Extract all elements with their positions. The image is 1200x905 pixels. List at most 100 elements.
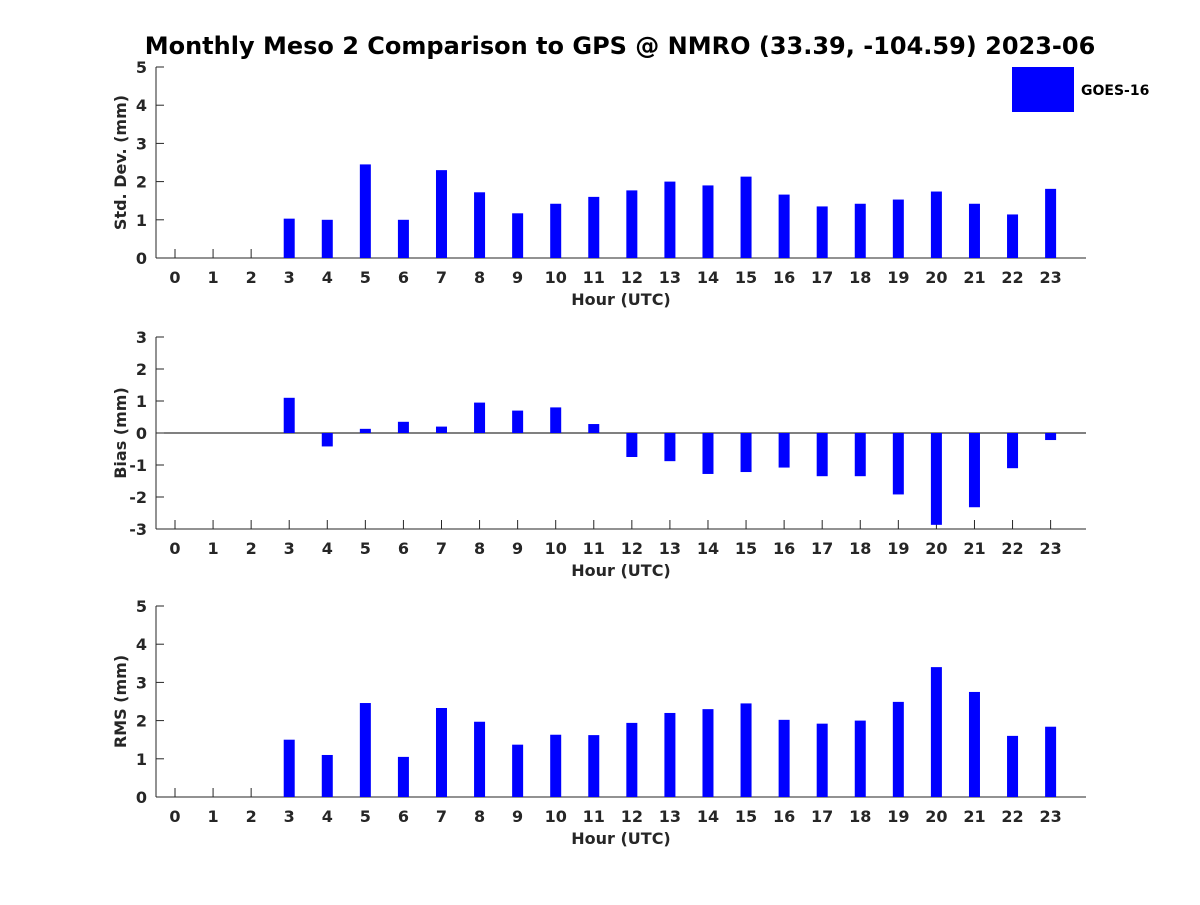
std-dev-x-tick-label: 3 [284,268,295,287]
bias-x-tick-label: 11 [583,539,605,558]
rms-x-tick-label: 17 [811,807,833,826]
bias-x-tick-label: 2 [246,539,257,558]
bias-x-tick-label: 1 [207,539,218,558]
std-dev-y-tick-label: 3 [136,134,147,153]
legend-swatch [1012,67,1074,112]
rms-bar [550,734,562,797]
std-dev-bar [588,196,600,258]
bias-x-tick-label: 21 [963,539,985,558]
legend-label: GOES-16 [1081,83,1149,99]
rms-y-axis-label: RMS (mm) [111,655,130,748]
std-dev-bar [1045,188,1057,258]
std-dev-bar [778,194,790,258]
std-dev-y-tick-label: 4 [136,96,147,115]
bias-y-tick-label: 2 [136,360,147,379]
rms-x-tick-label: 6 [398,807,409,826]
rms-bar [359,703,371,797]
rms-y-tick-label: 2 [136,712,147,731]
bias-x-tick-label: 6 [398,539,409,558]
std-dev-bar [664,181,676,258]
std-dev-y-tick-label: 5 [136,58,147,77]
rms-bar [702,709,714,797]
std-dev-x-tick-label: 20 [925,268,947,287]
std-dev-x-tick-label: 12 [621,268,643,287]
rms-x-tick-label: 5 [360,807,371,826]
std-dev-bar [550,203,562,258]
rms-x-tick-label: 9 [512,807,523,826]
bias-y-tick-label: 1 [136,392,147,411]
bias-y-tick-label: 0 [136,424,147,443]
rms-x-tick-label: 2 [246,807,257,826]
std-dev-bar [474,192,486,258]
rms-bar [1007,735,1019,797]
rms-x-tick-label: 8 [474,807,485,826]
bias-bar [968,433,980,508]
std-dev-x-tick-label: 23 [1039,268,1061,287]
std-dev-x-tick-label: 13 [659,268,681,287]
std-dev-x-tick-label: 9 [512,268,523,287]
bias-y-tick-label: -1 [129,456,147,475]
std-dev-bar [435,170,447,258]
rms-y-tick-label: 4 [136,635,147,654]
rms-x-tick-label: 19 [887,807,909,826]
rms-y-tick-label: 1 [136,750,147,769]
std-dev-bar [397,219,409,258]
std-dev-x-tick-label: 0 [169,268,180,287]
legend: GOES-16 [1012,67,1149,112]
std-dev-x-tick-label: 10 [545,268,567,287]
bias-x-tick-label: 0 [169,539,180,558]
bias-bar [550,407,562,433]
std-dev-x-tick-label: 11 [583,268,605,287]
bias-x-tick-label: 19 [887,539,909,558]
std-dev-x-tick-label: 16 [773,268,795,287]
rms-x-tick-label: 11 [583,807,605,826]
bias-y-tick-label: -3 [129,520,147,539]
std-dev-bar [1007,214,1019,258]
bias-x-tick-label: 13 [659,539,681,558]
bias-bar [283,397,295,433]
rms-x-tick-label: 22 [1001,807,1023,826]
rms-x-tick-label: 3 [284,807,295,826]
rms-x-tick-label: 10 [545,807,567,826]
bias-x-tick-label: 16 [773,539,795,558]
std-dev-bar [968,203,980,258]
rms-y-tick-label: 3 [136,673,147,692]
bias-y-tick-label: 3 [136,328,147,347]
std-dev-bar [854,203,866,258]
bias-bar [1007,433,1019,469]
std-dev-bar [930,191,942,258]
bias-bar [588,424,600,433]
std-dev-x-tick-label: 21 [963,268,985,287]
bias-x-axis-label: Hour (UTC) [571,561,671,580]
std-dev-bar [283,218,295,258]
std-dev-y-tick-label: 1 [136,211,147,230]
std-dev-x-axis-label: Hour (UTC) [571,290,671,309]
std-dev-bar [702,185,714,258]
bias-bar [435,426,447,433]
bias-x-tick-label: 12 [621,539,643,558]
rms-bar [435,707,447,797]
bias-bar [664,433,676,462]
bias-x-tick-label: 22 [1001,539,1023,558]
bias-bar [1045,433,1057,441]
std-dev-x-tick-label: 22 [1001,268,1023,287]
bias-y-tick-label: -2 [129,488,147,507]
std-dev-x-tick-label: 5 [360,268,371,287]
bias-x-tick-label: 14 [697,539,719,558]
rms-bar [740,703,752,797]
std-dev-x-tick-label: 6 [398,268,409,287]
rms-x-tick-label: 20 [925,807,947,826]
bias-bar [816,433,828,477]
rms-bar [321,754,333,797]
std-dev-x-tick-label: 4 [322,268,333,287]
std-dev-bar [626,190,638,258]
rms-x-tick-label: 1 [207,807,218,826]
bias-x-tick-label: 15 [735,539,757,558]
rms-bar [1045,726,1057,797]
bias-x-tick-label: 20 [925,539,947,558]
bias-x-tick-label: 17 [811,539,833,558]
bias-x-tick-label: 18 [849,539,871,558]
std-dev-bar [321,219,333,258]
rms-x-tick-label: 7 [436,807,447,826]
